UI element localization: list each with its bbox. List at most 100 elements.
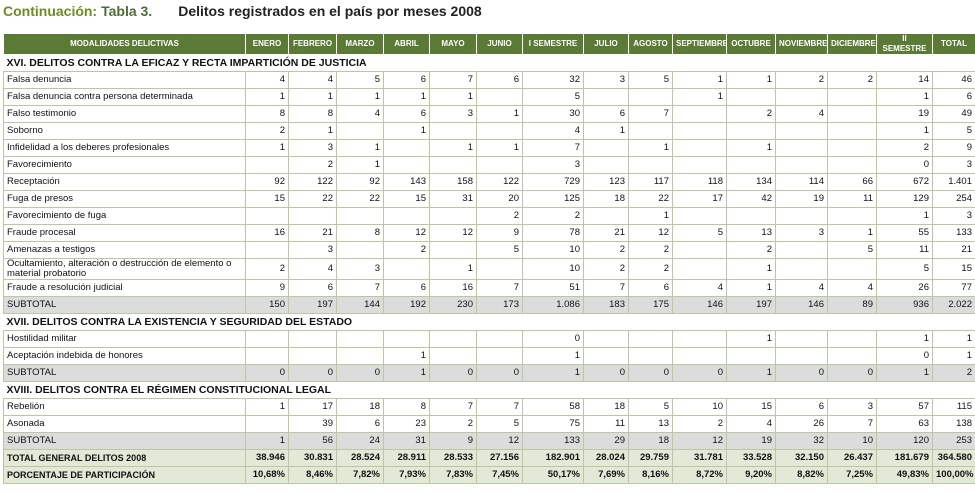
cell: 6	[288, 279, 337, 297]
cell: 2.022	[932, 296, 975, 314]
cell: 117	[628, 173, 673, 191]
cell: 5	[672, 224, 727, 242]
cell: 181.679	[876, 449, 933, 467]
cell	[336, 207, 384, 225]
cell: 17	[672, 190, 727, 208]
cell: 12	[672, 432, 727, 450]
cell: 50,17%	[522, 466, 584, 484]
cell	[476, 330, 523, 348]
cell: 5	[932, 122, 975, 140]
cell	[775, 258, 828, 280]
cell: 230	[429, 296, 477, 314]
cell: 1	[726, 71, 776, 89]
cell: 92	[336, 173, 384, 191]
cell	[628, 88, 673, 106]
cell: 143	[383, 173, 430, 191]
cell: 30.831	[288, 449, 337, 467]
cell: 1	[522, 347, 584, 365]
cell	[827, 330, 877, 348]
cell: 49,83%	[876, 466, 933, 484]
cell: 0	[288, 364, 337, 382]
cell	[476, 122, 523, 140]
cell: 22	[288, 190, 337, 208]
cell: 58	[522, 398, 584, 416]
cell: 5	[476, 241, 523, 259]
cell: 1	[876, 364, 933, 382]
cell	[583, 207, 629, 225]
cell: 6	[336, 415, 384, 433]
cell: 2	[288, 156, 337, 174]
cell: 1	[383, 364, 430, 382]
cell	[726, 156, 776, 174]
table-number: Tabla 3.	[101, 3, 153, 19]
cell: 24	[336, 432, 384, 450]
cell	[628, 122, 673, 140]
cell	[775, 139, 828, 157]
cell: 7	[628, 105, 673, 123]
row-label: Fraude procesal	[3, 224, 246, 242]
cell: 192	[383, 296, 430, 314]
cell	[827, 88, 877, 106]
data-row: Asonada 39 6 23 2 5 75 11 13 2 4 26 7 63 138	[3, 415, 975, 433]
row-label: Asonada	[3, 415, 246, 433]
cell: 1	[827, 224, 877, 242]
cell	[383, 207, 430, 225]
cell: 1	[726, 258, 776, 280]
cell: 10	[522, 258, 584, 280]
data-row: Fuga de presos 15 22 22 15 31 20 125 18 22 17 42 19 1…	[3, 190, 975, 208]
data-row: Rebelión 1 17 18 8 7 7 58 18 5 10 15 6 3 57 115	[3, 398, 975, 416]
cell	[775, 122, 828, 140]
cell: 3	[336, 258, 384, 280]
cell: 2	[876, 139, 933, 157]
cell: 1	[726, 364, 776, 382]
cell	[672, 122, 727, 140]
column-header: I SEMESTRE	[522, 33, 584, 55]
cell: 7,83%	[429, 466, 477, 484]
cell	[775, 241, 828, 259]
cell: 18	[583, 398, 629, 416]
cell: 122	[288, 173, 337, 191]
cell: 6	[775, 398, 828, 416]
cell: 2	[383, 241, 430, 259]
data-row: Infidelidad a los deberes profesionales 1…	[3, 139, 975, 157]
cell: 2	[628, 258, 673, 280]
cell	[672, 330, 727, 348]
cell: 30	[522, 105, 584, 123]
cell: 26	[775, 415, 828, 433]
cell: 2	[429, 415, 477, 433]
column-header: TOTAL	[932, 33, 975, 55]
cell: 92	[245, 173, 289, 191]
cell: 0	[476, 364, 523, 382]
cell	[583, 139, 629, 157]
data-row: Fraude procesal 16 21 8 12 12 9 78 21 12 5 13 3 1 55 13…	[3, 224, 975, 242]
cell: 3	[288, 139, 337, 157]
cell: 183	[583, 296, 629, 314]
cell: 12	[628, 224, 673, 242]
cell: 15	[245, 190, 289, 208]
cell: 150	[245, 296, 289, 314]
cell	[827, 105, 877, 123]
cell: 8,46%	[288, 466, 337, 484]
cell: 19	[726, 432, 776, 450]
cell: 4	[522, 122, 584, 140]
cell	[827, 347, 877, 365]
cell: 7	[827, 415, 877, 433]
cell	[583, 347, 629, 365]
cell: 0	[775, 364, 828, 382]
subtotal-row: SUBTOTAL 1 56 24 31 9 12 133 29 18 12 19 32 10 120 253	[3, 432, 975, 450]
cell: 31.781	[672, 449, 727, 467]
cell: 1	[245, 88, 289, 106]
cell: 32.150	[775, 449, 828, 467]
cell	[429, 156, 477, 174]
cell	[288, 207, 337, 225]
total-row: TOTAL GENERAL DELITOS 2008 38.946 30.831 28…	[3, 449, 975, 467]
cell: 12	[383, 224, 430, 242]
cell: 12	[429, 224, 477, 242]
cell: 4	[726, 415, 776, 433]
cell: 6	[476, 71, 523, 89]
cell: 6	[383, 279, 430, 297]
cell: 936	[876, 296, 933, 314]
row-label: Fraude a resolución judicial	[3, 279, 246, 297]
cell	[245, 415, 289, 433]
cell	[476, 347, 523, 365]
